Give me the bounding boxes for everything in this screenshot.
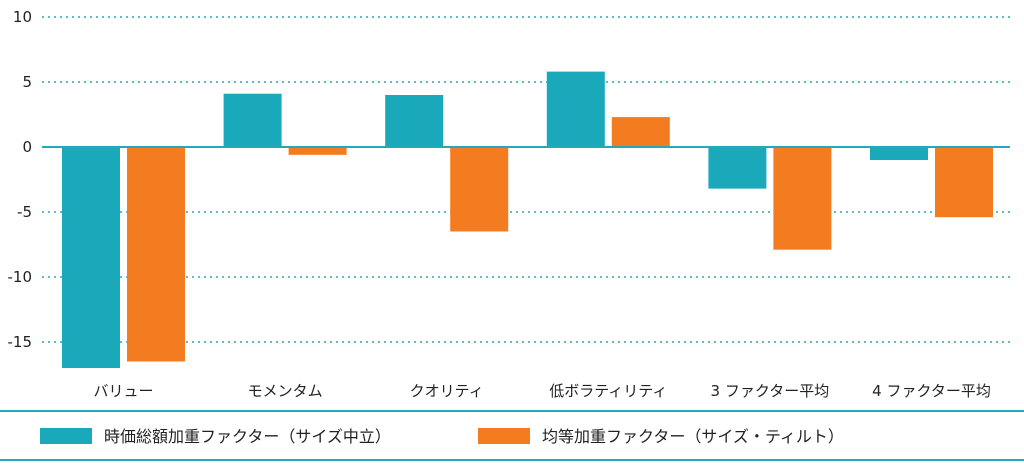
bar-series-2: [611, 117, 670, 147]
y-tick-label: -15: [8, 333, 33, 351]
bar-series-2: [773, 147, 832, 250]
bar-series-1: [546, 71, 605, 147]
category-label: 3 ファクター平均: [711, 382, 830, 400]
legend: 時価総額加重ファクター（サイズ中立） 均等加重ファクター（サイズ・ティルト）: [40, 427, 844, 446]
bar-series-2: [935, 147, 993, 218]
category-label: 4 ファクター平均: [872, 382, 991, 400]
legend-swatch: [40, 428, 92, 444]
legend-swatch: [478, 428, 530, 444]
bar-series-1: [385, 95, 444, 147]
bar-series-1: [708, 147, 767, 189]
legend-label: 時価総額加重ファクター（サイズ中立）: [104, 427, 391, 446]
x-axis-categories: バリュー モメンタム クオリティ 低ボラティリティ 3 ファクター平均 4 ファクター平均: [93, 382, 990, 400]
bars: [62, 71, 993, 368]
bar-series-2: [127, 147, 185, 362]
bar-series-2: [450, 147, 509, 232]
y-axis-ticks: 10 5 0 -5 -10 -15: [8, 8, 33, 351]
y-tick-label: 5: [22, 73, 32, 91]
y-tick-label: -10: [8, 268, 33, 286]
y-tick-label: -5: [17, 203, 32, 221]
gridlines: [42, 16, 1010, 343]
legend-label: 均等加重ファクター（サイズ・ティルト）: [542, 427, 844, 446]
category-label: クオリティ: [410, 382, 484, 400]
bar-series-1: [223, 93, 282, 147]
bar-series-1: [62, 147, 120, 368]
y-tick-label: 10: [13, 8, 32, 26]
bar-series-2: [288, 147, 347, 155]
bar-series-1: [870, 147, 928, 160]
y-tick-label: 0: [22, 138, 32, 156]
category-label: 低ボラティリティ: [549, 382, 667, 400]
category-label: バリュー: [93, 382, 153, 400]
category-label: モメンタム: [248, 382, 323, 400]
